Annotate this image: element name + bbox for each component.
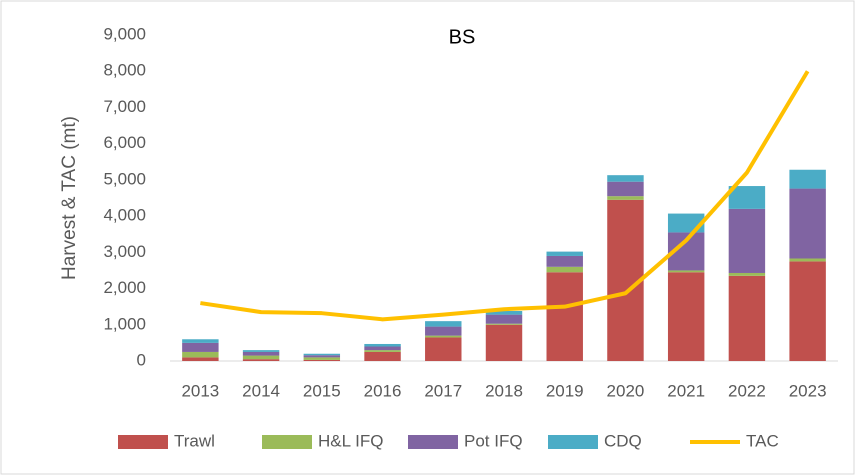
- chart-title: BS: [449, 26, 476, 48]
- x-tick-label: 2022: [728, 381, 766, 400]
- y-tick-label: 8,000: [103, 61, 146, 80]
- bar-segment: [182, 342, 219, 352]
- x-tick-label: 2017: [424, 381, 462, 400]
- y-tick-label: 0: [137, 350, 146, 369]
- bar-segment: [364, 346, 401, 351]
- legend-swatch: [262, 435, 312, 449]
- bar-segment: [485, 324, 523, 361]
- bar-segment: [242, 355, 280, 360]
- bar-segment: [728, 275, 766, 361]
- bar-segment: [607, 181, 644, 197]
- bar-segment: [364, 343, 401, 347]
- bar-segment: [728, 272, 766, 276]
- bar-segment: [607, 196, 644, 200]
- x-tick-label: 2014: [242, 381, 280, 400]
- bar-segment: [425, 321, 462, 327]
- bar-segment: [546, 255, 583, 267]
- legend-label: Trawl: [174, 431, 215, 450]
- x-tick-label: 2019: [546, 381, 584, 400]
- legend-label: CDQ: [604, 431, 642, 450]
- bar-segment: [182, 339, 219, 343]
- bar-segment: [667, 213, 705, 233]
- y-tick-label: 7,000: [103, 97, 146, 116]
- x-tick-label: 2013: [181, 381, 219, 400]
- bar-segment: [546, 266, 583, 273]
- y-tick-label: 1,000: [103, 314, 146, 333]
- bar-segment: [485, 311, 523, 315]
- line-series: [200, 70, 810, 322]
- legend-label: TAC: [746, 431, 779, 450]
- bar-segment: [546, 251, 583, 256]
- bar-segment: [364, 351, 401, 361]
- bar-segment: [242, 359, 280, 361]
- bar-segment: [789, 188, 826, 259]
- bar-segment: [303, 353, 341, 356]
- y-tick-label: 5,000: [103, 169, 146, 188]
- y-tick-label: 9,000: [103, 24, 146, 43]
- bar-segment: [789, 261, 826, 361]
- x-tick-label: 2020: [607, 381, 645, 400]
- bar-segment: [607, 175, 644, 182]
- x-tick-label: 2015: [303, 381, 341, 400]
- bar-segment: [728, 186, 766, 209]
- legend-swatch: [408, 435, 458, 449]
- bar-segment: [242, 351, 280, 356]
- bar-segment: [364, 350, 401, 352]
- y-tick-label: 4,000: [103, 206, 146, 225]
- bar-segment: [303, 357, 341, 360]
- y-tick-label: 6,000: [103, 133, 146, 152]
- bar-segment: [485, 323, 523, 325]
- legend-label: H&L IFQ: [318, 431, 384, 450]
- x-tick-label: 2021: [667, 381, 705, 400]
- bar-segment: [485, 314, 523, 324]
- x-tick-label: 2023: [789, 381, 827, 400]
- bar-segment: [425, 326, 462, 336]
- legend-swatch: [548, 435, 598, 449]
- bar-segment: [546, 272, 583, 361]
- x-tick-label: 2016: [364, 381, 402, 400]
- bar-segment: [789, 169, 826, 189]
- y-axis-label: Harvest & TAC (mt): [59, 116, 80, 280]
- legend-swatch: [118, 435, 168, 449]
- bar-segment: [425, 337, 462, 361]
- bar-segment: [182, 357, 219, 361]
- bar-segment: [303, 359, 341, 361]
- bar-segment: [425, 335, 462, 338]
- y-tick-label: 2,000: [103, 278, 146, 297]
- bar-segment: [667, 272, 705, 361]
- bar-segment: [182, 351, 219, 358]
- bar-segment: [303, 355, 341, 358]
- bar-segment: [789, 258, 826, 262]
- legend-label: Pot IFQ: [464, 431, 523, 450]
- y-tick-label: 3,000: [103, 242, 146, 261]
- bar-segment: [667, 270, 705, 273]
- x-tick-label: 2018: [485, 381, 523, 400]
- bar-segment: [728, 208, 766, 273]
- bar-segment: [242, 350, 280, 352]
